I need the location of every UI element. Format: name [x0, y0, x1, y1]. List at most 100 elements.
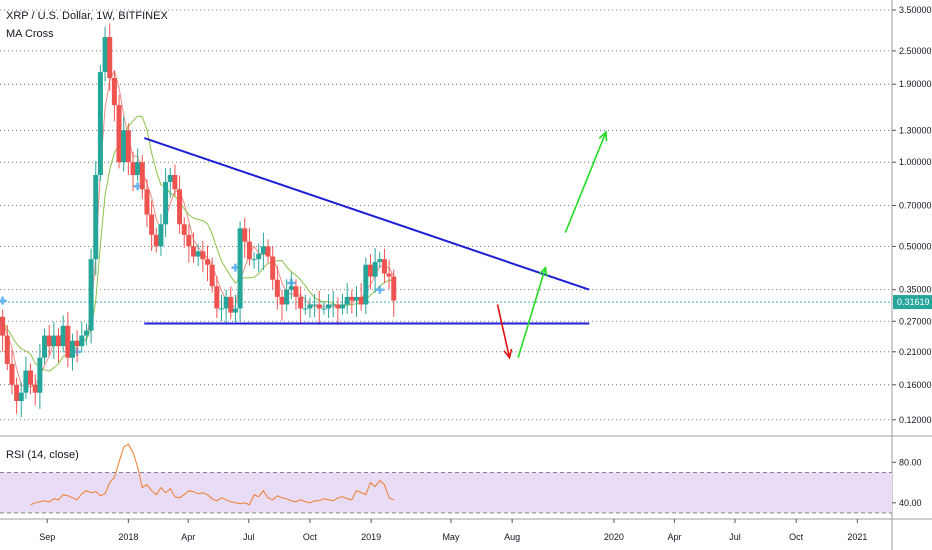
candle-body	[28, 370, 34, 385]
candle	[32, 374, 38, 406]
candle-body	[312, 304, 318, 306]
candle	[167, 167, 173, 199]
rsi-band	[0, 472, 892, 513]
candle-body	[372, 261, 378, 277]
grid-lines	[0, 9, 892, 421]
y-tick-label: 0.27000	[899, 316, 932, 326]
candle	[102, 26, 108, 82]
candle-body	[335, 304, 341, 309]
y-tick-label: 0.21000	[899, 347, 932, 357]
candle-body	[223, 296, 229, 309]
candle	[28, 363, 34, 395]
candle-body	[158, 224, 164, 247]
candle	[242, 217, 248, 258]
candle	[23, 356, 29, 399]
candle-body	[288, 286, 294, 290]
candle	[386, 259, 392, 290]
candle	[9, 350, 15, 395]
y-tick-label: 0.12000	[899, 415, 932, 425]
candle	[218, 294, 224, 322]
candle-body	[228, 296, 234, 313]
projection-arrow	[564, 130, 608, 233]
candle-body	[358, 296, 364, 305]
candle-body	[251, 259, 257, 261]
candle-body	[330, 304, 336, 306]
candle-body	[386, 273, 392, 277]
candle	[177, 175, 183, 234]
y-tick-label: 1.30000	[899, 125, 932, 135]
candle-body	[51, 335, 57, 347]
candle	[279, 289, 285, 321]
candle	[51, 321, 57, 359]
candle	[149, 200, 155, 252]
candle	[116, 94, 122, 169]
candle-body	[256, 253, 262, 260]
candle-body	[265, 246, 271, 257]
candle-body	[163, 181, 169, 225]
candle-body	[367, 264, 373, 277]
candle	[223, 289, 229, 325]
candle-body	[321, 308, 327, 310]
candle	[265, 239, 271, 263]
rsi-y-tick-label: 40.00	[899, 498, 922, 508]
candle	[237, 221, 243, 322]
candle-body	[381, 259, 387, 274]
y-tick-label: 3.50000	[899, 5, 932, 15]
candle	[358, 283, 364, 311]
candle	[97, 64, 103, 182]
candle	[293, 279, 299, 310]
candle-body	[74, 340, 80, 347]
candle	[42, 328, 48, 364]
candle-body	[209, 264, 215, 287]
candle-body	[195, 251, 201, 257]
arrow-head	[538, 265, 548, 277]
candle-body	[326, 304, 332, 309]
candle	[354, 286, 360, 317]
candle-body	[200, 251, 206, 260]
candle-body	[349, 296, 355, 301]
candle	[83, 323, 89, 346]
candle-body	[97, 72, 103, 175]
candle-body	[260, 246, 266, 254]
trend-line	[143, 137, 590, 291]
x-tick-label: Jul	[243, 532, 255, 542]
candle-body	[144, 189, 150, 215]
candle	[367, 254, 373, 290]
candle-body	[107, 37, 113, 78]
candle	[363, 257, 369, 314]
x-tick-label: Oct	[303, 532, 318, 542]
candle	[205, 245, 211, 281]
candle-body	[284, 289, 290, 305]
last-price-label: 0.31619	[897, 297, 930, 307]
y-tick-label: 0.70000	[899, 201, 932, 211]
candle-body	[270, 256, 276, 280]
candle	[288, 272, 294, 300]
x-tick-label: 2021	[847, 532, 867, 542]
candle	[349, 289, 355, 314]
candle-body	[298, 296, 304, 309]
candle	[60, 315, 66, 353]
candle	[191, 232, 197, 263]
candle	[302, 294, 308, 315]
y-tick-label: 0.16000	[899, 380, 932, 390]
rsi-line	[30, 443, 394, 506]
candle-body	[69, 340, 75, 358]
candle	[88, 248, 94, 344]
candle	[111, 70, 117, 122]
candle	[391, 269, 397, 317]
x-tick-label: Aug	[504, 532, 520, 542]
candle	[186, 224, 192, 263]
candle	[316, 290, 322, 325]
candle-body	[46, 335, 52, 347]
x-tick-label: Apr	[667, 532, 681, 542]
rsi-y-tick-label: 80.00	[899, 457, 922, 467]
candle-body	[4, 335, 10, 364]
candle	[326, 294, 332, 318]
ma-slow-line	[0, 115, 394, 372]
candle-body	[0, 316, 6, 336]
candle	[130, 151, 136, 192]
arrow-head	[598, 130, 608, 142]
candle	[93, 161, 99, 276]
candle	[209, 257, 215, 293]
